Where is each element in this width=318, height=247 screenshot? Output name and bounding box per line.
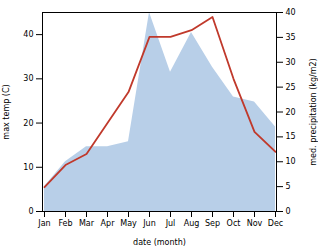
svg-text:Feb: Feb bbox=[58, 219, 72, 228]
svg-text:May: May bbox=[120, 219, 137, 228]
svg-text:10: 10 bbox=[23, 163, 33, 172]
svg-text:Apr: Apr bbox=[101, 219, 116, 228]
svg-text:Oct: Oct bbox=[227, 219, 241, 228]
svg-text:20: 20 bbox=[23, 119, 33, 128]
svg-text:Nov: Nov bbox=[247, 219, 263, 228]
svg-text:Mar: Mar bbox=[79, 219, 95, 228]
svg-text:0: 0 bbox=[28, 207, 33, 216]
svg-text:med. precipitation (kg/m2): med. precipitation (kg/m2) bbox=[309, 58, 318, 165]
svg-text:40: 40 bbox=[286, 8, 296, 17]
svg-text:Jun: Jun bbox=[142, 219, 156, 228]
svg-text:Dec: Dec bbox=[268, 219, 283, 228]
svg-text:Aug: Aug bbox=[184, 219, 200, 228]
svg-text:0: 0 bbox=[286, 207, 291, 216]
svg-text:40: 40 bbox=[23, 30, 33, 39]
svg-text:date (month): date (month) bbox=[133, 238, 186, 247]
svg-text:Jul: Jul bbox=[165, 219, 176, 228]
svg-text:35: 35 bbox=[286, 33, 296, 42]
svg-text:30: 30 bbox=[286, 58, 296, 67]
svg-text:Jan: Jan bbox=[37, 219, 50, 228]
svg-text:Sep: Sep bbox=[205, 219, 220, 228]
svg-text:max temp (C): max temp (C) bbox=[2, 84, 11, 139]
svg-text:10: 10 bbox=[286, 157, 296, 166]
svg-text:5: 5 bbox=[286, 182, 291, 191]
svg-text:20: 20 bbox=[286, 108, 296, 117]
svg-text:25: 25 bbox=[286, 83, 296, 92]
svg-text:15: 15 bbox=[286, 132, 296, 141]
svg-text:30: 30 bbox=[23, 74, 33, 83]
